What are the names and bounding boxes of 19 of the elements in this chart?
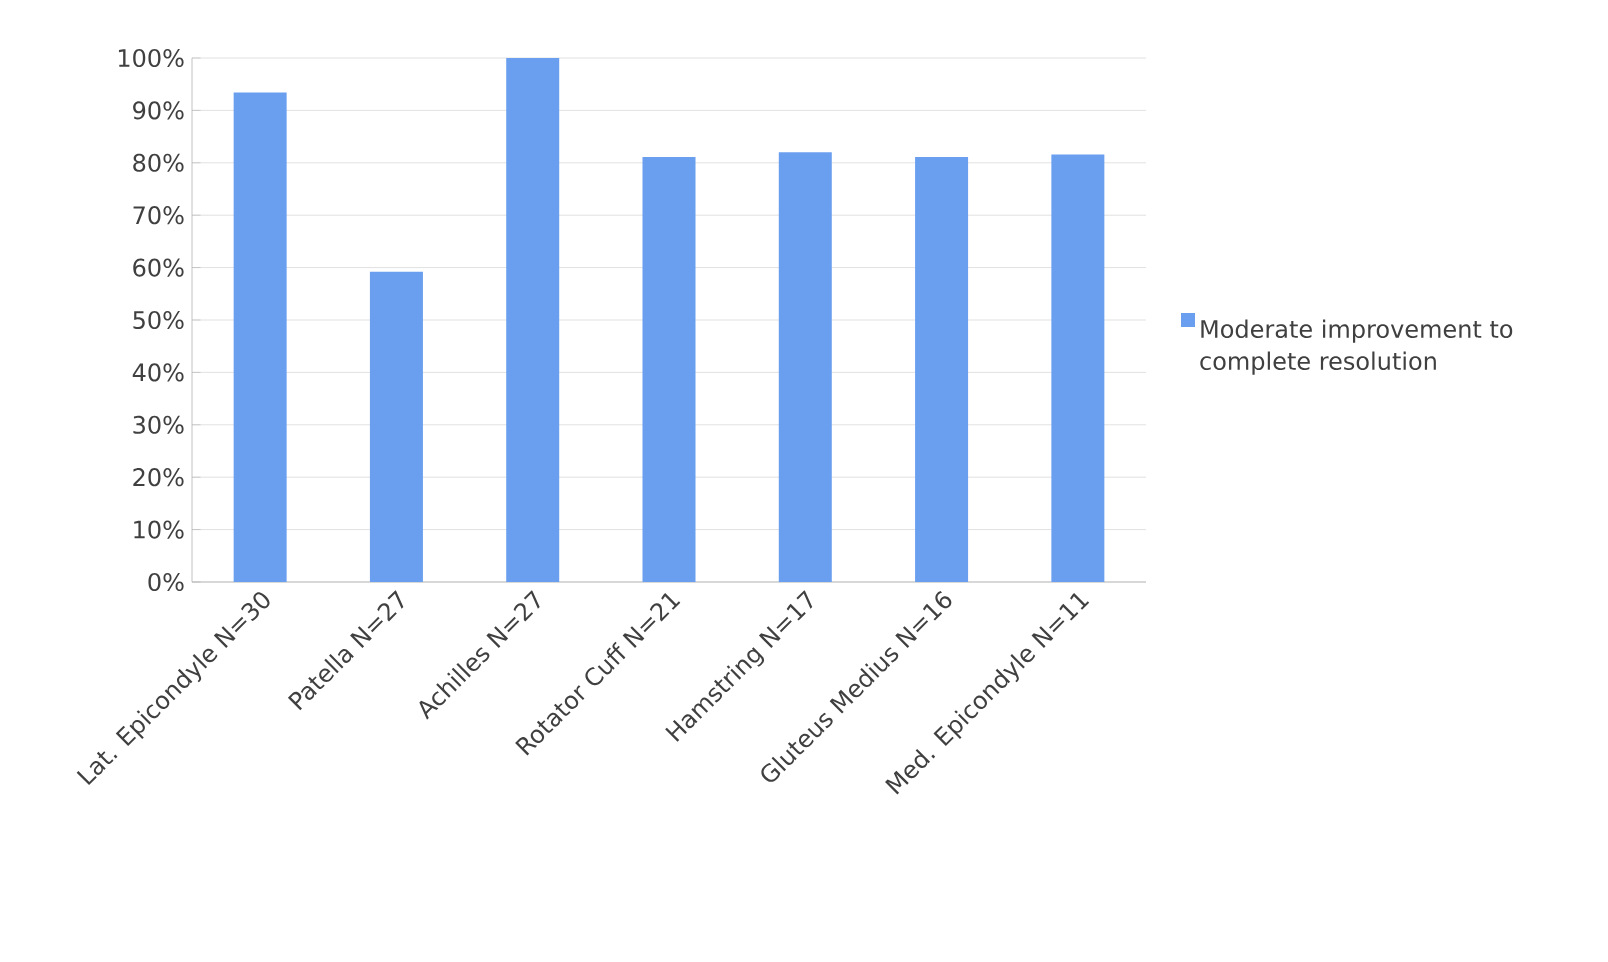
bar — [1051, 154, 1105, 582]
y-tick-label: 0% — [148, 572, 184, 592]
bar — [778, 152, 832, 582]
y-tick-label: 40% — [132, 363, 184, 382]
bar — [506, 57, 560, 582]
y-tick-label: 60% — [133, 258, 184, 277]
bar — [642, 157, 696, 582]
bar — [369, 271, 423, 582]
legend-label: Moderate improvement to complete resolution — [1200, 319, 1513, 375]
bar — [915, 157, 969, 582]
y-tick-label: 70% — [133, 206, 184, 225]
y-tick-label: 100% — [118, 48, 184, 68]
y-tick-label: 90% — [133, 101, 184, 120]
bar — [233, 92, 287, 582]
y-tick-label: 50% — [133, 310, 184, 330]
y-tick-label: 10% — [134, 520, 184, 539]
y-tick-label: 20% — [133, 468, 184, 487]
y-tick-label: 80% — [133, 153, 184, 172]
y-tick-label: 30% — [133, 415, 184, 434]
